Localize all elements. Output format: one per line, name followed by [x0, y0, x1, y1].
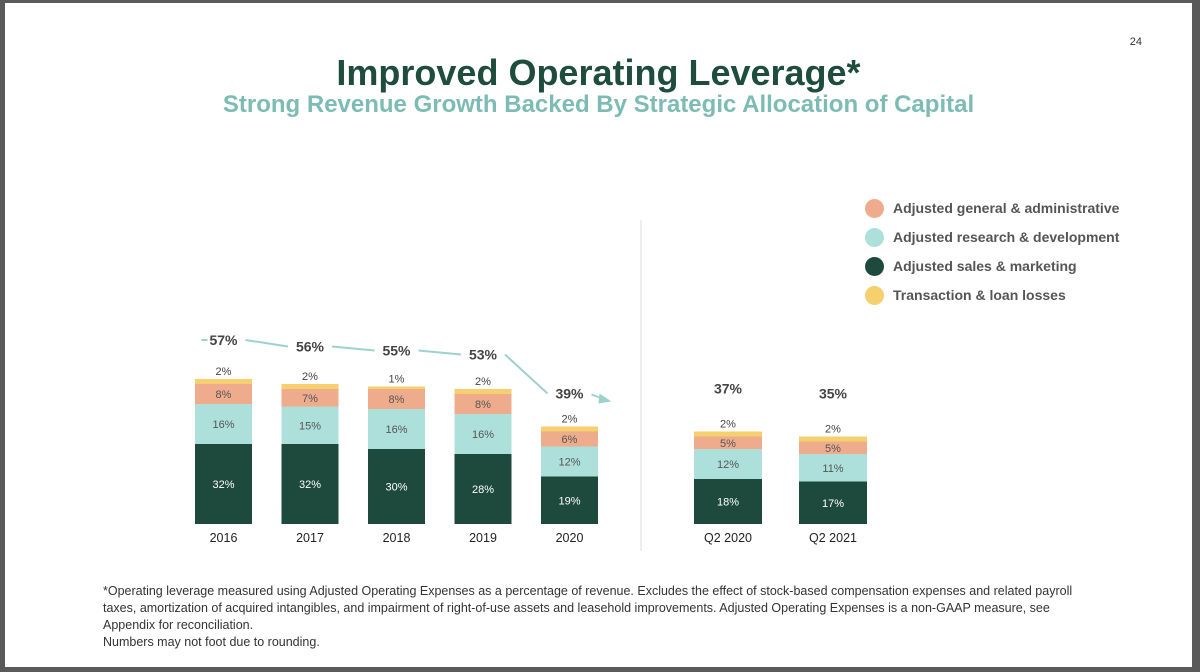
legend-label: Adjusted general & administrative	[893, 200, 1120, 216]
data-label-adjusted-research-development-2016: 16%	[212, 419, 234, 431]
slide-subtitle: Strong Revenue Growth Backed By Strategi…	[222, 91, 975, 118]
x-tick-label-2016: 2016	[210, 531, 238, 545]
legend-swatch-general-admin	[865, 199, 884, 218]
trend-arrow-segment	[331, 345, 375, 352]
total-label-2019: 53%	[469, 347, 498, 363]
operating-expenses-chart: 32% 16% 8% 2% 2016 32% 15% 7% 2% 2017 30% 16% 8% 1% 20…	[195, 220, 867, 551]
data-label-adjusted-research-development-2017: 15%	[299, 420, 321, 432]
total-label-2017: 56%	[296, 339, 325, 355]
total-label-2018: 55%	[382, 343, 411, 359]
data-label-transaction-loan-losses-q2-2021: 2%	[825, 424, 841, 436]
total-label-q2-2020: 37%	[714, 381, 743, 397]
legend-item-research-development: Adjusted research & development	[865, 226, 1119, 255]
trend-arrow-segment	[504, 353, 549, 395]
bar-segment-adjusted-general-administrative-2020	[541, 431, 598, 447]
data-label-adjusted-general-administrative-2019: 8%	[475, 399, 491, 411]
bar-segment-adjusted-sales-marketing-2017	[281, 444, 339, 524]
legend-swatch-transaction-loan	[865, 286, 884, 305]
legend-item-transaction-loan: Transaction & loan losses	[865, 284, 1119, 313]
page-number: 24	[1129, 36, 1142, 48]
legend-swatch-sales-marketing	[865, 257, 884, 276]
slide: 24 Improved Operating Leverage* Strong R…	[5, 3, 1192, 667]
bar-segment-transaction-loan-losses-2017	[281, 384, 339, 389]
data-label-adjusted-general-administrative-2020: 6%	[562, 434, 578, 446]
legend-swatch-research-development	[865, 228, 884, 247]
legend-label: Adjusted research & development	[893, 229, 1120, 245]
bar-segment-adjusted-research-development-2017	[281, 406, 339, 444]
bar-segment-adjusted-research-development-2018	[368, 409, 425, 449]
bar-segment-adjusted-sales-marketing-2018	[368, 449, 425, 524]
data-label-adjusted-general-administrative-2018: 8%	[389, 394, 405, 406]
data-label-adjusted-research-development-2020: 12%	[558, 457, 580, 469]
data-label-adjusted-sales-marketing-2017: 32%	[299, 479, 321, 491]
data-label-adjusted-sales-marketing-q2-2021: 17%	[822, 498, 844, 510]
legend-item-general-admin: Adjusted general & administrative	[865, 197, 1119, 226]
total-label-q2-2021: 35%	[819, 386, 848, 402]
data-label-adjusted-research-development-2019: 16%	[472, 429, 494, 441]
x-tick-label-2020: 2020	[556, 531, 584, 545]
data-label-transaction-loan-losses-2020: 2%	[562, 414, 578, 426]
bar-segment-adjusted-sales-marketing-2020	[541, 476, 598, 524]
data-label-adjusted-general-administrative-q2-2020: 5%	[720, 438, 736, 450]
bar-segment-transaction-loan-losses-2016	[195, 379, 252, 384]
trend-arrow-segment	[245, 339, 289, 348]
bar-segment-transaction-loan-losses-2018	[368, 386, 425, 389]
trend-arrow-segment	[418, 349, 462, 356]
x-tick-label-2017: 2017	[296, 531, 324, 545]
bar-segment-transaction-loan-losses-2019	[454, 389, 512, 394]
chart-legend: Adjusted general & administrative Adjust…	[865, 197, 1119, 313]
data-label-transaction-loan-losses-2019: 2%	[475, 376, 491, 388]
bar-segment-adjusted-sales-marketing-2019	[454, 454, 512, 524]
bar-segment-transaction-loan-losses-q2-2021	[799, 436, 867, 442]
bar-segment-adjusted-general-administrative-2018	[368, 389, 425, 409]
bar-segment-adjusted-sales-marketing-q2-2021	[799, 481, 867, 524]
data-label-adjusted-general-administrative-2017: 7%	[302, 393, 318, 405]
data-label-adjusted-sales-marketing-2016: 32%	[212, 479, 234, 491]
data-label-adjusted-research-development-q2-2020: 12%	[717, 459, 739, 471]
bar-segment-adjusted-research-development-q2-2020	[694, 449, 762, 479]
bar-segment-adjusted-general-administrative-2017	[281, 389, 339, 407]
legend-label: Adjusted sales & marketing	[893, 258, 1077, 274]
trend-arrow-tail	[591, 393, 600, 399]
bar-segment-adjusted-research-development-2020	[541, 446, 598, 477]
data-label-transaction-loan-losses-2018: 1%	[389, 374, 405, 386]
bar-segment-adjusted-research-development-2019	[454, 414, 512, 454]
trend-arrow-head	[598, 393, 612, 404]
bar-segment-adjusted-general-administrative-q2-2021	[799, 441, 867, 454]
data-label-adjusted-general-administrative-q2-2021: 5%	[825, 443, 841, 455]
footnote: *Operating leverage measured using Adjus…	[103, 583, 1083, 651]
footnote-definition: *Operating leverage measured using Adjus…	[103, 584, 1073, 632]
data-label-adjusted-research-development-q2-2021: 11%	[822, 463, 843, 475]
slide-title: Improved Operating Leverage*	[336, 52, 861, 93]
data-label-adjusted-sales-marketing-2019: 28%	[472, 484, 494, 496]
legend-item-sales-marketing: Adjusted sales & marketing	[865, 255, 1119, 284]
data-label-adjusted-sales-marketing-2018: 30%	[385, 482, 407, 494]
legend-label: Transaction & loan losses	[893, 287, 1066, 303]
bar-segment-adjusted-sales-marketing-2016	[195, 444, 252, 524]
data-label-transaction-loan-losses-2017: 2%	[302, 371, 318, 383]
total-label-2020: 39%	[555, 386, 584, 402]
bar-segment-adjusted-general-administrative-q2-2020	[694, 436, 762, 449]
x-tick-label-2018: 2018	[383, 531, 411, 545]
bar-segment-transaction-loan-losses-2020	[541, 426, 598, 432]
footnote-rounding: Numbers may not foot due to rounding.	[103, 635, 320, 649]
bar-segment-adjusted-general-administrative-2016	[195, 384, 252, 404]
total-label-2016: 57%	[209, 332, 238, 348]
bar-segment-adjusted-general-administrative-2019	[454, 394, 512, 414]
data-label-adjusted-research-development-2018: 16%	[385, 424, 407, 436]
data-label-adjusted-sales-marketing-q2-2020: 18%	[717, 497, 739, 509]
data-label-adjusted-sales-marketing-2020: 19%	[558, 495, 580, 507]
bar-segment-adjusted-sales-marketing-q2-2020	[694, 479, 762, 524]
bar-segment-adjusted-research-development-2016	[195, 404, 252, 444]
x-tick-label-2019: 2019	[469, 531, 497, 545]
x-tick-label-q2-2020: Q2 2020	[704, 531, 752, 545]
x-tick-label-q2-2021: Q2 2021	[809, 531, 857, 545]
bar-segment-adjusted-research-development-q2-2021	[799, 454, 867, 482]
data-label-transaction-loan-losses-2016: 2%	[216, 366, 232, 378]
data-label-transaction-loan-losses-q2-2020: 2%	[720, 419, 736, 431]
bar-segment-transaction-loan-losses-q2-2020	[694, 431, 762, 437]
data-label-adjusted-general-administrative-2016: 8%	[216, 389, 232, 401]
